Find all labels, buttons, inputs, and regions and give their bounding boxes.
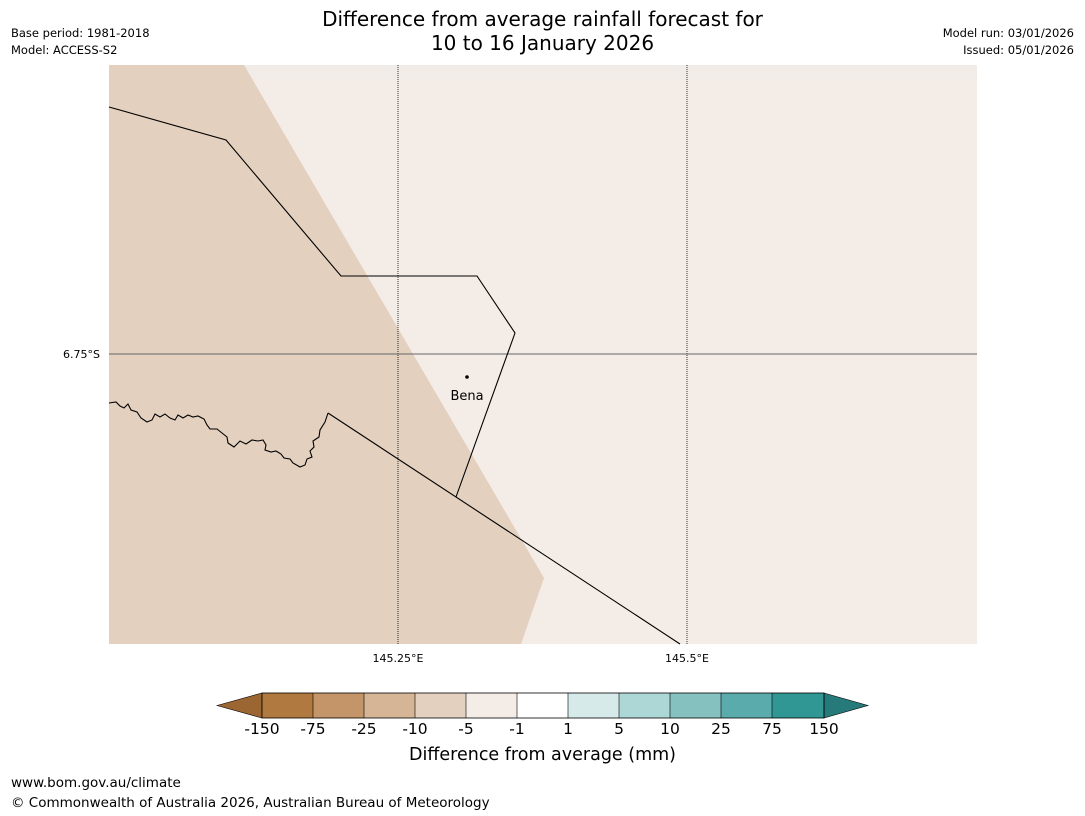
footer-url[interactable]: www.bom.gov.au/climate [11, 775, 181, 791]
model-run: Model run: 03/01/2026 [942, 26, 1074, 40]
lon-label-145-5: 145.5°E [665, 652, 709, 665]
colorbar-tick: 5 [614, 720, 624, 738]
colorbar-tick: 10 [660, 720, 680, 738]
colorbar-swatch-6 [517, 693, 568, 718]
colorbar-tick: 150 [809, 720, 839, 738]
issued-date: Issued: 05/01/2026 [963, 43, 1074, 57]
meta-left: Base period: 1981-2018 Model: ACCESS-S2 [11, 25, 150, 59]
colorbar-tick: -10 [402, 720, 428, 738]
lon-label-145-25: 145.25°E [373, 652, 424, 665]
colorbar-tick: -25 [351, 720, 377, 738]
colorbar-tick: -150 [244, 720, 280, 738]
province-border-south [327, 412, 681, 645]
colorbar-swatch-8 [619, 693, 670, 718]
town-marker [465, 375, 469, 379]
colorbar-tick: 1 [563, 720, 573, 738]
colorbar-tick: 75 [762, 720, 782, 738]
footer-copyright: © Commonwealth of Australia 2026, Austra… [11, 795, 490, 811]
colorbar-ticks: -150 -75 -25 -10 -5 -1 1 5 10 25 75 150 [0, 720, 1085, 740]
colorbar-dividers [312, 693, 773, 718]
colorbar-extend-high [823, 692, 870, 719]
colorbar-label: Difference from average (mm) [408, 745, 677, 765]
map-top-band [245, 65, 977, 79]
colorbar-swatch-9 [670, 693, 721, 718]
base-period: Base period: 1981-2018 [11, 26, 150, 40]
lat-label: 6.75°S [63, 348, 100, 361]
colorbar-outline [261, 692, 825, 719]
town-label: Bena [450, 389, 483, 404]
province-border [108, 106, 516, 498]
colorbar-swatch-11 [772, 693, 824, 718]
colorbar [215, 692, 870, 719]
colorbar-swatch-7 [568, 693, 619, 718]
colorbar-swatch-3 [364, 693, 415, 718]
chart-title: Difference from average rainfall forecas… [0, 7, 1085, 55]
colorbar-extend-low [215, 692, 263, 719]
colorbar-swatch-2 [313, 693, 364, 718]
colorbar-tick: 25 [711, 720, 731, 738]
title-line-2: 10 to 16 January 2026 [430, 31, 655, 55]
colorbar-tick: -5 [458, 720, 474, 738]
colorbar-swatch-4 [415, 693, 466, 718]
model-name: Model: ACCESS-S2 [11, 43, 118, 57]
colorbar-tick: -75 [300, 720, 326, 738]
colorbar-tick: -1 [509, 720, 525, 738]
colorbar-swatch-5 [466, 693, 517, 718]
colorbar-swatch-10 [721, 693, 772, 718]
title-line-1: Difference from average rainfall forecas… [322, 7, 763, 31]
colorbar-swatch-1 [262, 693, 313, 718]
meta-right: Model run: 03/01/2026 Issued: 05/01/2026 [943, 25, 1074, 59]
river-boundary [108, 401, 329, 468]
